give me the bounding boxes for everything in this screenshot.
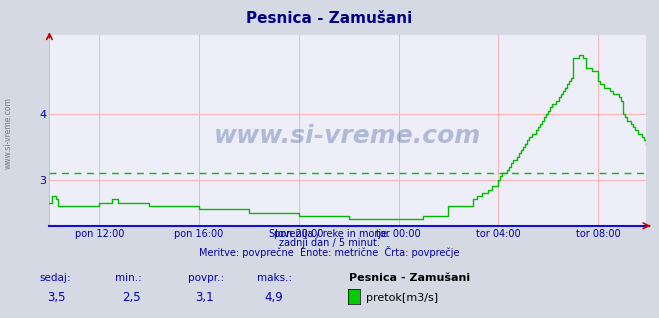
Text: Pesnica - Zamušani: Pesnica - Zamušani xyxy=(349,273,471,283)
Text: min.:: min.: xyxy=(115,273,142,283)
Text: pretok[m3/s]: pretok[m3/s] xyxy=(366,293,438,302)
Text: Pesnica - Zamušani: Pesnica - Zamušani xyxy=(246,11,413,26)
Text: povpr.:: povpr.: xyxy=(188,273,224,283)
Text: 3,1: 3,1 xyxy=(195,291,214,303)
Text: www.si-vreme.com: www.si-vreme.com xyxy=(214,124,481,148)
Text: zadnji dan / 5 minut.: zadnji dan / 5 minut. xyxy=(279,238,380,248)
Text: 2,5: 2,5 xyxy=(123,291,141,303)
Text: sedaj:: sedaj: xyxy=(40,273,71,283)
Text: Meritve: povprečne  Enote: metrične  Črta: povprečje: Meritve: povprečne Enote: metrične Črta:… xyxy=(199,246,460,258)
Text: Slovenija / reke in morje.: Slovenija / reke in morje. xyxy=(269,229,390,239)
Text: 3,5: 3,5 xyxy=(47,291,65,303)
Text: 4,9: 4,9 xyxy=(264,291,283,303)
Text: maks.:: maks.: xyxy=(257,273,292,283)
Text: www.si-vreme.com: www.si-vreme.com xyxy=(3,98,13,169)
